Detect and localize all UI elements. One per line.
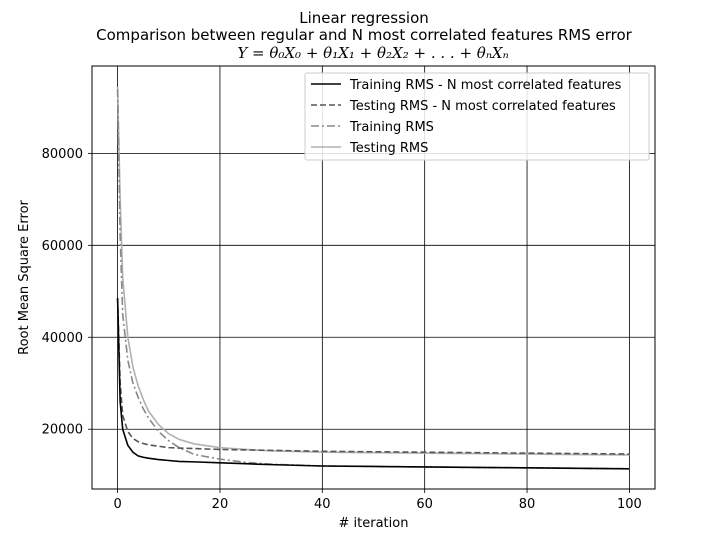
chart-title-line-2: Comparison between regular and N most co…	[96, 26, 633, 44]
plot-frame	[91, 65, 656, 490]
x-tick-label: 0	[113, 497, 121, 512]
y-tick-label: 80000	[42, 147, 83, 162]
x-axis-label: # iteration	[339, 516, 409, 531]
chart-formula: Y = θ₀X₀ + θ₁X₁ + θ₂X₂ + . . . + θₙXₙ	[237, 44, 508, 62]
series-line	[116, 88, 630, 470]
y-tick-label: 60000	[42, 239, 83, 254]
legend: Training RMS - N most correlated feature…	[304, 72, 650, 161]
series-line	[116, 298, 630, 470]
x-tick-label: 20	[212, 497, 229, 512]
y-tick-label: 40000	[42, 331, 83, 346]
y-axis-label: Root Mean Square Error	[17, 199, 32, 354]
legend-label: Testing RMS - N most correlated features	[349, 99, 616, 114]
ticks: 0 20 40 60 80 100 20000 40000 60000 80000	[42, 147, 642, 512]
x-tick-label: 100	[617, 497, 642, 512]
chart-title-line-1: Linear regression	[299, 9, 429, 27]
legend-label: Training RMS	[349, 120, 434, 135]
x-tick-label: 40	[314, 497, 331, 512]
x-tick-label: 80	[519, 497, 536, 512]
series-lines	[116, 86, 630, 470]
y-tick-label: 20000	[42, 423, 83, 438]
legend-label: Training RMS - N most correlated feature…	[349, 78, 622, 93]
series-line	[116, 86, 630, 456]
legend-label: Testing RMS	[349, 141, 428, 156]
legend-box	[304, 72, 650, 161]
x-tick-label: 60	[416, 497, 433, 512]
series-line	[116, 298, 630, 455]
